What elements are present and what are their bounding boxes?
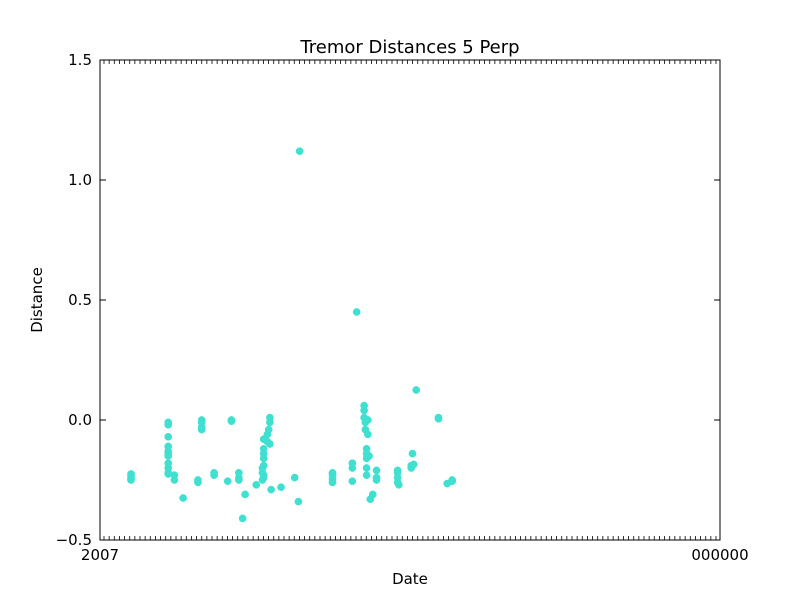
- data-point: [409, 460, 418, 469]
- data-point: [348, 477, 357, 486]
- data-point: [328, 478, 337, 487]
- y-tick-label: −0.5: [56, 531, 92, 549]
- data-point: [267, 485, 275, 494]
- x-ticks: [103, 60, 717, 540]
- y-axis-label: Distance: [28, 267, 46, 333]
- data-point: [179, 494, 187, 502]
- data-point: [412, 386, 421, 394]
- data-point: [266, 440, 274, 448]
- plot-frame: [99, 59, 721, 541]
- data-point: [164, 470, 173, 478]
- data-point: [295, 147, 304, 156]
- data-point: [164, 432, 173, 441]
- data-point: [294, 497, 303, 506]
- data-point: [127, 476, 135, 484]
- data-point: [241, 490, 249, 499]
- data-point: [362, 464, 371, 472]
- data-point: [352, 308, 361, 316]
- data-point: [259, 473, 268, 482]
- data-point: [252, 480, 261, 489]
- x-tick-labels: 2007 000000: [81, 546, 749, 564]
- x-axis-label: Date: [392, 570, 428, 588]
- data-point: [408, 449, 417, 458]
- chart-title: Tremor Distances 5 Perp: [299, 37, 519, 58]
- data-point: [223, 477, 232, 486]
- data-point: [372, 466, 381, 475]
- data-point: [194, 478, 202, 487]
- y-tick-label: 1.5: [68, 51, 92, 69]
- data-point: [235, 476, 243, 484]
- data-point: [362, 471, 371, 480]
- data-point: [266, 413, 274, 422]
- data-point: [448, 477, 457, 486]
- data-point: [227, 417, 236, 426]
- data-point: [290, 473, 299, 482]
- y-tick-label: 0.0: [68, 411, 92, 429]
- data-point: [372, 476, 381, 484]
- y-tick-label: 1.0: [68, 171, 92, 189]
- data-point: [264, 425, 273, 434]
- data-point: [365, 452, 373, 460]
- data-point: [238, 514, 247, 523]
- plot-area: 2007 000000 −0.5 0.0 0.5 1.0 1.5: [56, 51, 749, 564]
- data-point: [360, 406, 368, 415]
- data-point: [170, 476, 179, 484]
- data-point: [348, 464, 357, 472]
- data-point: [363, 416, 372, 424]
- series-points: [127, 147, 457, 523]
- x-tick-label-left: 2007: [81, 546, 119, 564]
- data-point: [210, 471, 218, 480]
- data-point: [197, 425, 206, 434]
- data-point: [164, 452, 173, 460]
- y-tick-label: 0.5: [68, 291, 92, 309]
- data-point: [368, 490, 377, 499]
- data-point: [394, 480, 403, 489]
- data-point: [259, 461, 268, 470]
- data-point: [259, 454, 268, 463]
- x-tick-label-right: 000000: [691, 546, 748, 564]
- data-point: [363, 430, 372, 439]
- data-point: [164, 418, 173, 427]
- data-point: [277, 483, 285, 492]
- data-point: [434, 414, 443, 423]
